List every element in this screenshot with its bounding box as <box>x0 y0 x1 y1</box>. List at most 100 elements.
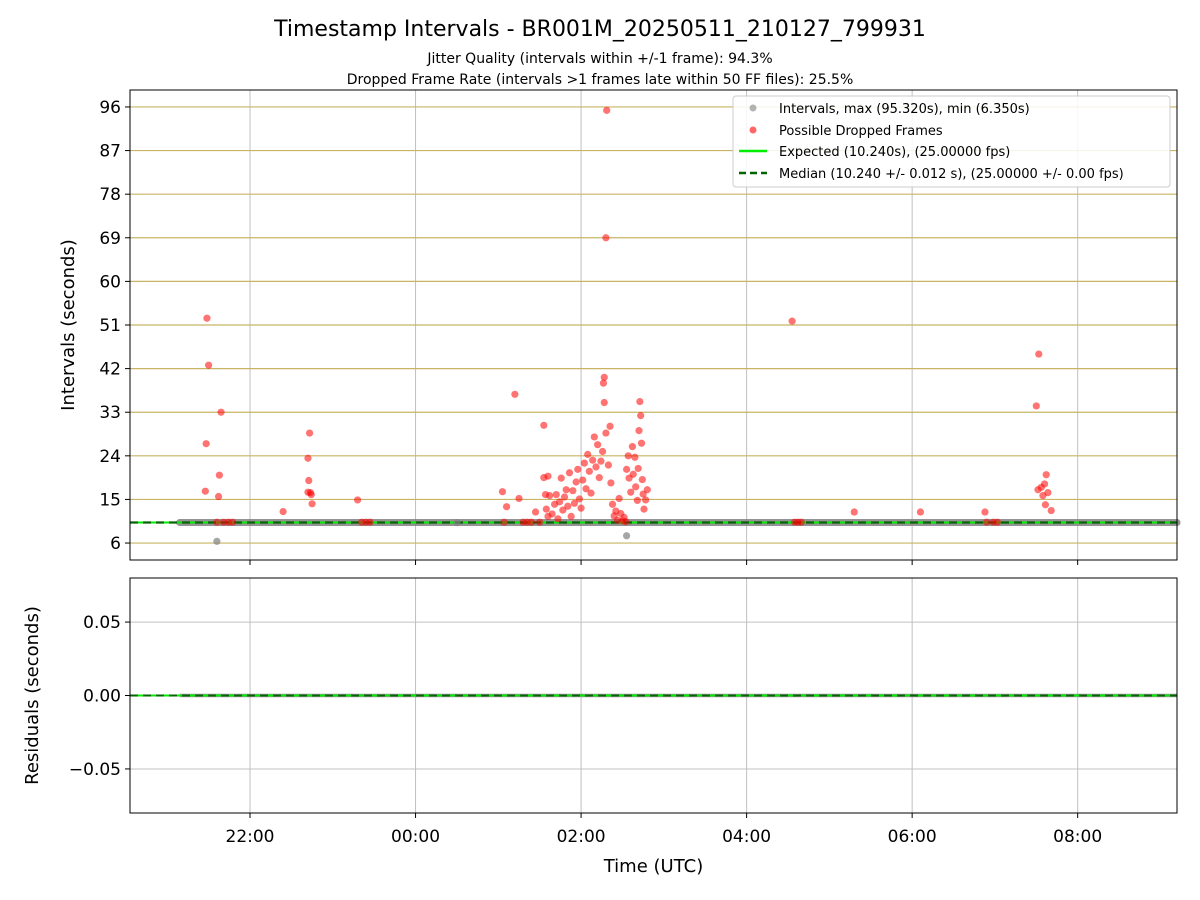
dropped-frame-point <box>608 500 617 508</box>
dropped-frame-point <box>587 489 595 497</box>
dropped-frame-point <box>981 508 989 516</box>
dropped-frame-point <box>306 489 315 497</box>
legend: Intervals, max (95.320s), min (6.350s) P… <box>732 95 1171 188</box>
dropped-frame-point <box>527 518 536 526</box>
intervals-y-tick-label: 51 <box>99 316 121 336</box>
dropped-frame-point <box>640 505 648 513</box>
dropped-frame-point <box>560 493 569 501</box>
dropped-frame-point <box>585 467 593 475</box>
x-tick-label: 04:00 <box>722 827 771 847</box>
residuals-panel: 0.05 0.00 −0.05 22:00 00:00 02:00 04:00 06:00 0… <box>22 577 1178 877</box>
dropped-frame-point <box>304 454 312 462</box>
intervals-x-ticks <box>249 560 1079 565</box>
intervals-y-tick-label: 33 <box>99 403 121 423</box>
dropped-frame-point <box>628 443 636 451</box>
dropped-frame-point <box>308 500 316 508</box>
x-tick-label: 02:00 <box>557 827 606 847</box>
dropped-frame-point <box>606 422 614 430</box>
dropped-frame-point <box>201 487 209 495</box>
dropped-frame-point <box>643 486 651 494</box>
x-axis-label: Time (UTC) <box>603 856 704 877</box>
intervals-y-axis-label: Intervals (seconds) <box>58 239 79 411</box>
dropped-frame-point <box>354 496 362 504</box>
dropped-frame-point <box>1047 506 1055 515</box>
residuals-y-tick-label: 0.00 <box>83 687 121 707</box>
dropped-frame-point <box>555 498 564 506</box>
dropped-frame-point <box>916 508 925 516</box>
dropped-frame-point <box>229 518 237 526</box>
dropped-frame-point <box>579 476 587 484</box>
dropped-frame-point <box>557 474 565 482</box>
x-tick-label: 22:00 <box>226 827 275 847</box>
dropped-frame-point <box>203 314 211 322</box>
dropped-frame-point <box>594 441 602 449</box>
residuals-y-axis-label: Residuals (seconds) <box>22 606 43 785</box>
chart-title: Timestamp Intervals - BR001M_20250511_21… <box>273 17 926 42</box>
dropped-frame-point <box>604 461 612 469</box>
intervals-y-tick-label: 78 <box>99 185 121 205</box>
dropped-frame-point <box>632 483 640 491</box>
dropped-frame-point <box>624 452 632 460</box>
dropped-frame-point <box>635 427 643 435</box>
residuals-x-ticks: 22:00 00:00 02:00 04:00 06:00 08:00 <box>226 813 1102 847</box>
dropped-frame-point <box>564 502 572 510</box>
legend-marker-dropped <box>749 126 757 134</box>
dropped-frame-point <box>797 518 805 526</box>
dropped-frame-point <box>498 488 507 496</box>
dropped-frame-point <box>511 390 519 398</box>
dropped-frame-point <box>1035 350 1043 358</box>
dropped-frame-point <box>214 492 223 501</box>
dropped-frame-point <box>305 476 313 485</box>
legend-label-median: Median (10.240 +/- 0.012 s), (25.00000 +… <box>779 167 1124 182</box>
dropped-frame-point <box>202 440 210 448</box>
intervals-y-ticks: 6 15 24 33 42 51 60 69 78 87 96 <box>99 98 130 554</box>
dropped-frame-point <box>637 439 646 447</box>
dropped-frame-point <box>536 518 544 526</box>
dropped-frame-point <box>554 515 562 523</box>
dropped-frame-point <box>567 512 575 520</box>
dropped-frame-point <box>552 490 560 499</box>
dropped-frame-point <box>642 496 650 504</box>
dropped-frame-point <box>597 457 605 465</box>
intervals-y-tick-label: 24 <box>99 447 121 467</box>
dropped-frame-point <box>590 433 598 441</box>
dropped-frame-point <box>548 510 556 518</box>
dropped-frame-point <box>572 478 580 486</box>
dropped-frame-point <box>1040 480 1049 488</box>
dropped-frame-point <box>633 496 641 505</box>
dropped-frame-point <box>542 505 550 513</box>
dropped-frame-point <box>544 472 552 480</box>
chart-subtitle-dropped: Dropped Frame Rate (intervals >1 frames … <box>347 72 854 88</box>
dropped-frame-point <box>531 508 540 516</box>
dropped-frame-point <box>205 361 213 369</box>
interval-point <box>453 519 461 527</box>
dropped-frame-point <box>580 459 588 467</box>
intervals-y-tick-label: 42 <box>99 360 121 380</box>
dropped-frame-point <box>634 464 642 473</box>
dropped-frame-point <box>1044 489 1052 497</box>
residuals-y-tick-label: −0.05 <box>69 760 121 780</box>
dropped-frame-point <box>500 518 508 526</box>
dropped-frame-point <box>600 398 608 407</box>
interval-point <box>213 537 221 545</box>
intervals-points <box>201 106 1055 545</box>
x-tick-label: 00:00 <box>391 827 440 847</box>
dropped-frame-point <box>279 507 287 516</box>
x-tick-label: 06:00 <box>888 827 937 847</box>
dropped-frame-point <box>788 317 796 325</box>
legend-label-dropped: Possible Dropped Frames <box>779 124 943 139</box>
legend-label-intervals: Intervals, max (95.320s), min (6.350s) <box>779 102 1030 117</box>
dropped-frame-point <box>602 429 610 437</box>
dropped-frame-point <box>1032 402 1040 410</box>
dropped-frame-point <box>502 503 511 511</box>
dropped-frame-point <box>569 487 577 495</box>
residuals-y-ticks: 0.05 0.00 −0.05 <box>69 613 130 780</box>
intervals-y-tick-label: 96 <box>99 98 121 118</box>
dropped-frame-point <box>540 421 548 429</box>
dropped-frame-point <box>546 491 554 500</box>
dropped-frame-point <box>638 475 646 484</box>
dropped-frame-point <box>629 470 637 478</box>
dropped-frame-point <box>627 488 635 496</box>
intervals-y-tick-label: 6 <box>110 534 121 554</box>
